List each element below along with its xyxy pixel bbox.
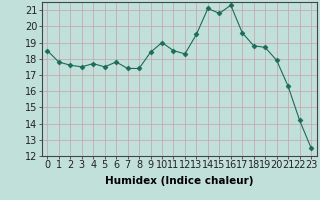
X-axis label: Humidex (Indice chaleur): Humidex (Indice chaleur)	[105, 176, 253, 186]
